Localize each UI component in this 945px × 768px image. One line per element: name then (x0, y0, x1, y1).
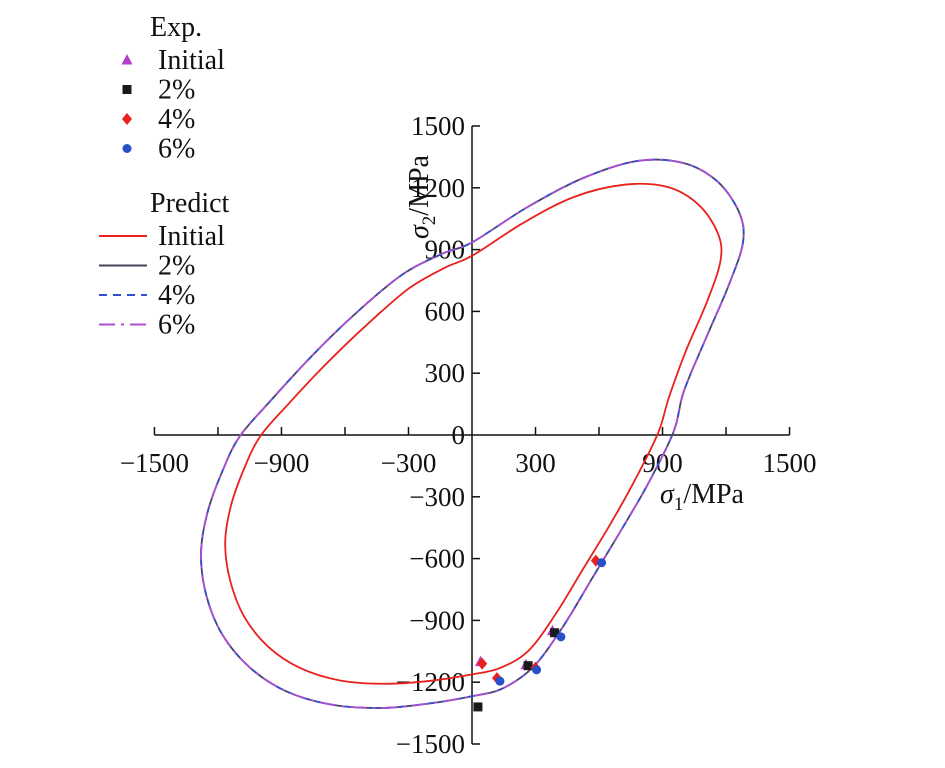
legend-item-exp-initial (121, 54, 133, 65)
square-data-marker (550, 628, 560, 638)
locus-line-initial (224, 182, 723, 685)
legend-item-label: 2% (158, 251, 195, 282)
y-tick-label: −300 (409, 482, 465, 512)
y-tick-label: −1500 (396, 729, 465, 759)
exp-points-2 (473, 628, 560, 712)
legend-item-label: 6% (158, 134, 195, 165)
legend-item-label: 2% (158, 75, 195, 106)
y-tick-label: −600 (409, 544, 465, 574)
legend-triangle-marker (121, 54, 133, 65)
y-axis-title: σ2/MPa (404, 154, 440, 239)
y-tick-label: 300 (425, 358, 466, 388)
square-data-marker (523, 661, 533, 671)
legend-item-exp-4 (122, 113, 132, 125)
y-tick-label: 0 (452, 420, 466, 450)
circle-data-marker (532, 665, 542, 675)
legend-item-label: 6% (158, 310, 195, 341)
exp-points-initial (474, 624, 558, 670)
exp-points-6 (495, 558, 607, 686)
diamond-data-marker (477, 657, 488, 670)
x-tick-label: −900 (254, 448, 310, 478)
legend-item-exp-6 (122, 144, 132, 153)
legend-predict-header: Predict (150, 188, 230, 219)
x-tick-label: 300 (515, 448, 556, 478)
circle-data-marker (495, 676, 505, 686)
legend-item-label: Initial (158, 221, 225, 252)
square-data-marker (473, 702, 483, 712)
legend-circle-marker (122, 144, 132, 153)
y-tick-label: 1200 (411, 173, 465, 203)
x-tick-label: −300 (381, 448, 437, 478)
legend-item-exp-2 (122, 85, 132, 94)
legend-square-marker (122, 85, 132, 94)
circle-data-marker (597, 558, 607, 568)
y-tick-label: 1500 (411, 111, 465, 141)
circle-data-marker (556, 632, 566, 642)
locus-line-6 (200, 158, 745, 709)
legend-diamond-marker (122, 113, 132, 125)
legend-item-label: 4% (158, 280, 195, 311)
legend-item-label: Initial (158, 45, 225, 76)
y-tick-label: −900 (409, 605, 465, 635)
x-tick-label: 1500 (763, 448, 817, 478)
y-tick-label: 600 (425, 296, 466, 326)
legend-item-label: 4% (158, 104, 195, 135)
x-tick-label: −1500 (120, 448, 189, 478)
legend-exp-header: Exp. (150, 12, 202, 43)
exp-points-4 (477, 554, 601, 685)
x-axis-title: σ1/MPa (660, 479, 745, 515)
